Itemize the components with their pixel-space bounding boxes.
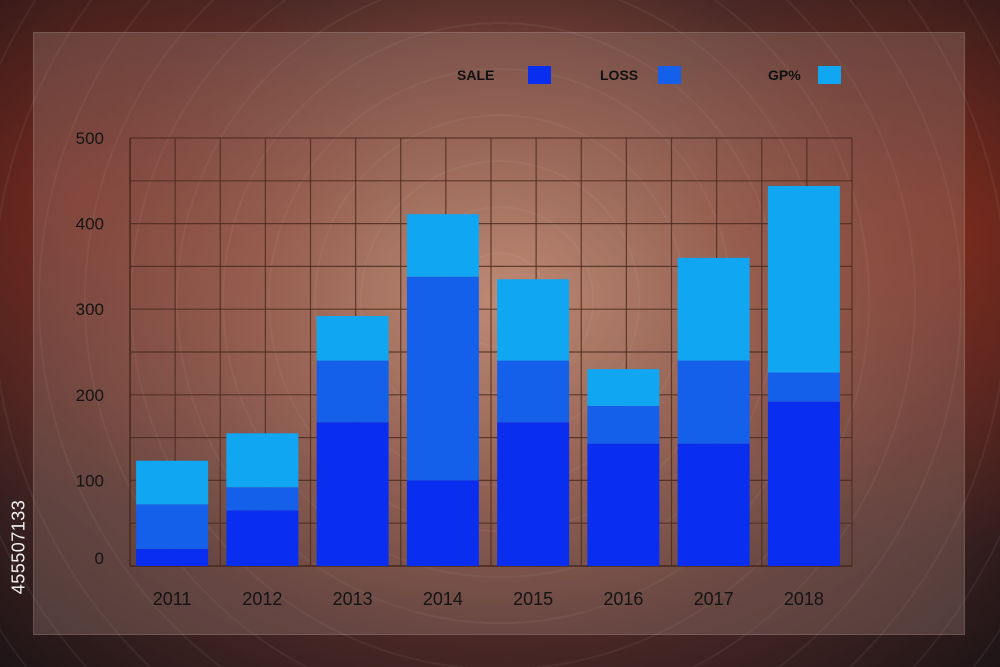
y-axis-ticks: 0 100 200 300 400 500 — [76, 129, 104, 568]
stock-id-watermark: 455507133 — [2, 432, 36, 662]
bar-group — [136, 185, 840, 566]
y-tick-label: 0 — [95, 549, 104, 568]
y-tick-label: 300 — [76, 300, 104, 319]
chart-legend: SALE LOSS GP% — [457, 66, 841, 84]
bar-segment — [406, 276, 479, 481]
y-tick-label: 200 — [76, 386, 104, 405]
legend-label: GP% — [768, 67, 801, 83]
bar-segment — [316, 360, 389, 423]
bar-segment — [497, 422, 570, 566]
bar-segment — [497, 360, 570, 423]
x-tick-label: 2017 — [694, 589, 734, 609]
bar-segment — [587, 369, 660, 406]
bar-segment — [677, 360, 750, 444]
legend-swatch — [818, 66, 841, 84]
bar-segment — [587, 405, 660, 444]
y-tick-label: 500 — [76, 129, 104, 148]
legend-label: LOSS — [600, 67, 638, 83]
bar-segment — [677, 257, 750, 361]
x-tick-label: 2018 — [784, 589, 824, 609]
y-tick-label: 400 — [76, 215, 104, 234]
bar-segment — [587, 443, 660, 566]
bar-segment — [226, 510, 299, 566]
x-tick-label: 2012 — [242, 589, 282, 609]
bar-segment — [226, 433, 299, 488]
bar-segment — [316, 316, 389, 361]
bar-segment — [136, 548, 209, 566]
legend-swatch — [528, 66, 551, 84]
x-tick-label: 2011 — [153, 589, 192, 609]
bar-segment — [226, 487, 299, 511]
stock-id-text: 455507133 — [8, 499, 29, 595]
legend-swatch — [658, 66, 681, 84]
x-tick-label: 2015 — [513, 589, 553, 609]
x-tick-label: 2013 — [333, 589, 373, 609]
bar-segment — [406, 214, 479, 277]
x-axis-ticks: 2011 2012 2013 2014 2015 2016 2017 2018 — [153, 589, 824, 609]
bar-segment — [677, 443, 750, 566]
bar-segment — [767, 401, 840, 566]
y-tick-label: 100 — [76, 471, 104, 490]
legend-label: SALE — [457, 67, 494, 83]
x-tick-label: 2016 — [603, 589, 643, 609]
bar-segment — [767, 372, 840, 402]
bar-segment — [136, 460, 209, 505]
bar-segment — [316, 422, 389, 566]
bar-segment — [767, 185, 840, 373]
bar-segment — [497, 279, 570, 361]
bar-segment — [136, 504, 209, 549]
bar-segment — [406, 480, 479, 566]
x-tick-label: 2014 — [423, 589, 463, 609]
